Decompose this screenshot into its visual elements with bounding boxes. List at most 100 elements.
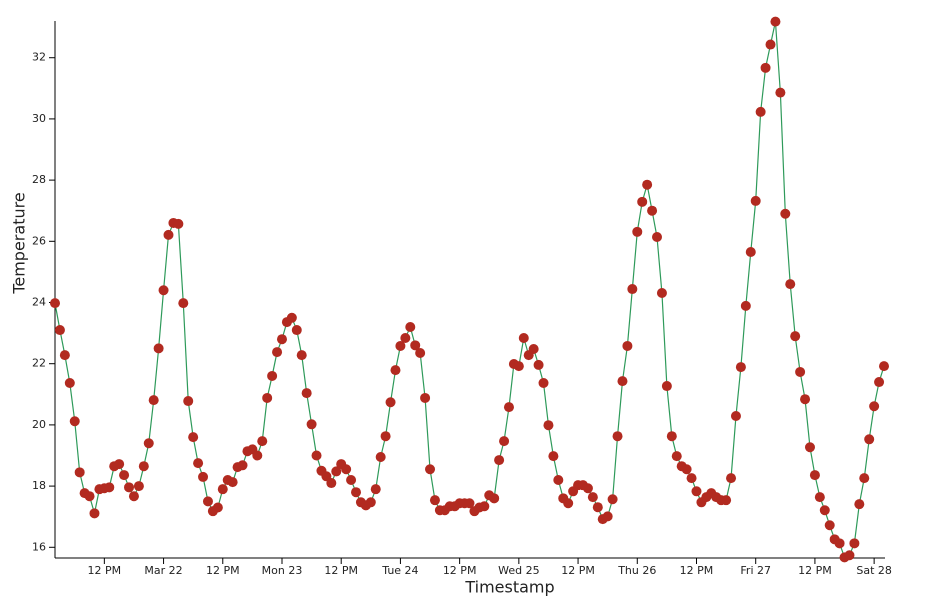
point [666,431,677,442]
point [780,208,791,219]
point [735,362,746,373]
y-tick-label: 26 [32,234,46,247]
point [429,495,440,506]
y-tick-label: 22 [32,357,46,370]
point [291,325,302,336]
point [755,106,766,117]
point [869,401,880,412]
point [622,340,633,351]
point [163,229,174,240]
point [405,321,416,332]
point [770,16,781,27]
point [809,470,820,481]
point [84,491,95,502]
point [563,498,574,509]
point [54,325,65,336]
point [262,392,273,403]
point [272,347,283,358]
point [133,481,144,492]
point [178,298,189,309]
x-tick-label: 12 PM [561,564,595,577]
point [89,508,100,519]
point [760,62,771,73]
point [656,288,667,299]
point [671,451,682,462]
point [721,495,732,506]
point [128,491,139,502]
y-axis-title: Temperature [10,192,29,294]
point [612,431,623,442]
point [775,87,786,98]
point [114,459,125,470]
point [785,279,796,290]
point [543,420,554,431]
point [548,451,559,462]
point [395,340,406,351]
point [64,377,75,388]
point [276,334,287,345]
point [267,370,278,381]
point [158,285,169,296]
y-tick-label: 20 [32,418,46,431]
point [183,396,194,407]
point [494,455,505,466]
point [479,501,490,512]
point [834,538,845,549]
y-tick-label: 28 [32,173,46,186]
point [341,464,352,475]
point [854,499,865,510]
y-tick-label: 16 [32,540,46,553]
point [661,381,672,392]
point [124,482,135,493]
point [819,505,830,516]
point [217,484,228,495]
point [385,397,396,408]
point [193,458,204,469]
point [824,520,835,531]
point [804,442,815,453]
y-tick-label: 32 [32,51,46,64]
x-tick-label: Wed 25 [498,564,539,577]
point [740,300,751,311]
point [143,438,154,449]
point [326,478,337,489]
point [400,332,411,343]
point [849,538,860,549]
point [553,474,564,485]
point [420,392,431,403]
point [212,502,223,513]
point [499,436,510,447]
point [528,344,539,355]
x-tick-label: 12 PM [798,564,832,577]
point [617,376,628,387]
point [306,419,317,430]
x-tick-label: 12 PM [206,564,240,577]
point [844,550,855,561]
x-tick-label: 12 PM [443,564,477,577]
point [252,450,263,461]
point [346,474,357,485]
point [464,498,475,509]
point [582,483,593,494]
point [652,232,663,243]
x-axis-title: Timestamp [464,578,554,597]
point [726,473,737,484]
point [607,494,618,505]
x-tick-label: Tue 24 [381,564,418,577]
point [69,416,80,427]
line [54,21,885,559]
point [627,284,638,295]
point [637,196,648,207]
point [489,493,500,504]
point [538,377,549,388]
point [331,466,342,477]
point [138,461,149,472]
point [750,195,761,206]
point [153,343,164,354]
point [59,350,70,361]
y-tick-label: 18 [32,479,46,492]
point [148,395,159,406]
point [879,361,889,372]
point [286,312,297,323]
